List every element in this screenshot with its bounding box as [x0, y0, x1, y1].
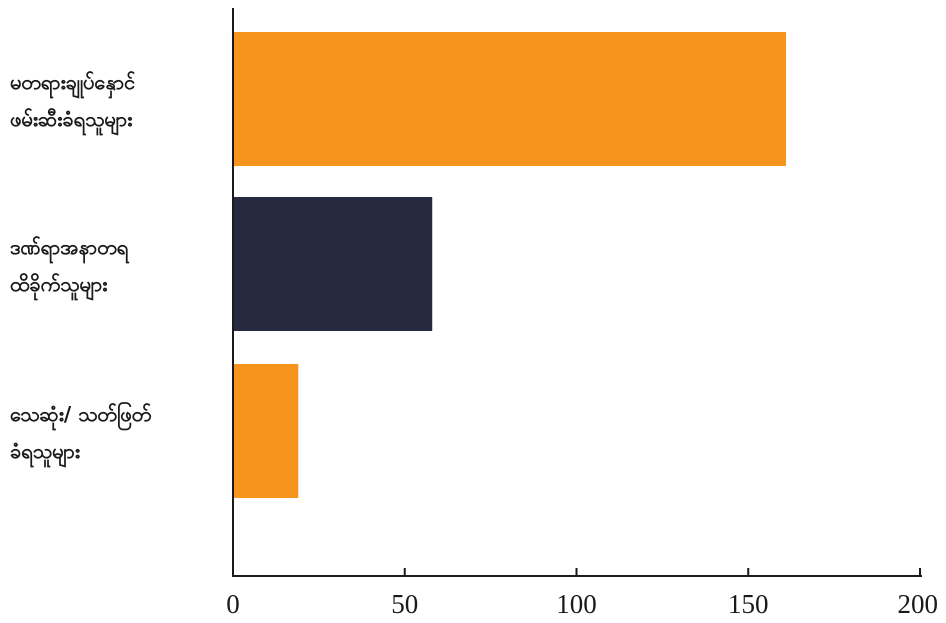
category-label-1: မတရားချုပ်နှောင်ဖမ်းဆီးခံရသူများ: [10, 70, 135, 136]
bar-3: [233, 364, 299, 498]
category-labels: မတရားချုပ်နှောင်ဖမ်းဆီးခံရသူများဒဏ်ရာအနာ…: [10, 70, 151, 468]
x-axis-ticks: 0 50 100 150 200: [226, 568, 938, 619]
x-tick-label-0: 0: [226, 589, 240, 619]
bar-2: [233, 197, 433, 331]
bar-1: [233, 32, 787, 166]
category-label-line: ဒဏ်ရာအနာတရ: [10, 235, 129, 264]
x-tick-label-2: 100: [556, 589, 597, 619]
category-label-3: သေဆုံး/ သတ်ဖြတ်ခံရသူများ: [10, 401, 151, 468]
x-tick-label-4: 200: [898, 589, 939, 619]
x-tick-label-3: 150: [728, 589, 769, 619]
x-tick-label-1: 50: [391, 589, 418, 619]
category-label-line: ဖမ်းဆီးခံရသူများ: [10, 107, 132, 136]
category-label-line: သေဆုံး/ သတ်ဖြတ်: [10, 401, 151, 431]
bars: [233, 32, 787, 498]
category-label-2: ဒဏ်ရာအနာတရထိခိုက်သူများ: [10, 235, 129, 301]
category-label-line: ထိခိုက်သူများ: [10, 272, 107, 301]
category-label-line: ခံရသူများ: [10, 439, 80, 468]
category-label-line: မတရားချုပ်နှောင်: [10, 70, 135, 99]
